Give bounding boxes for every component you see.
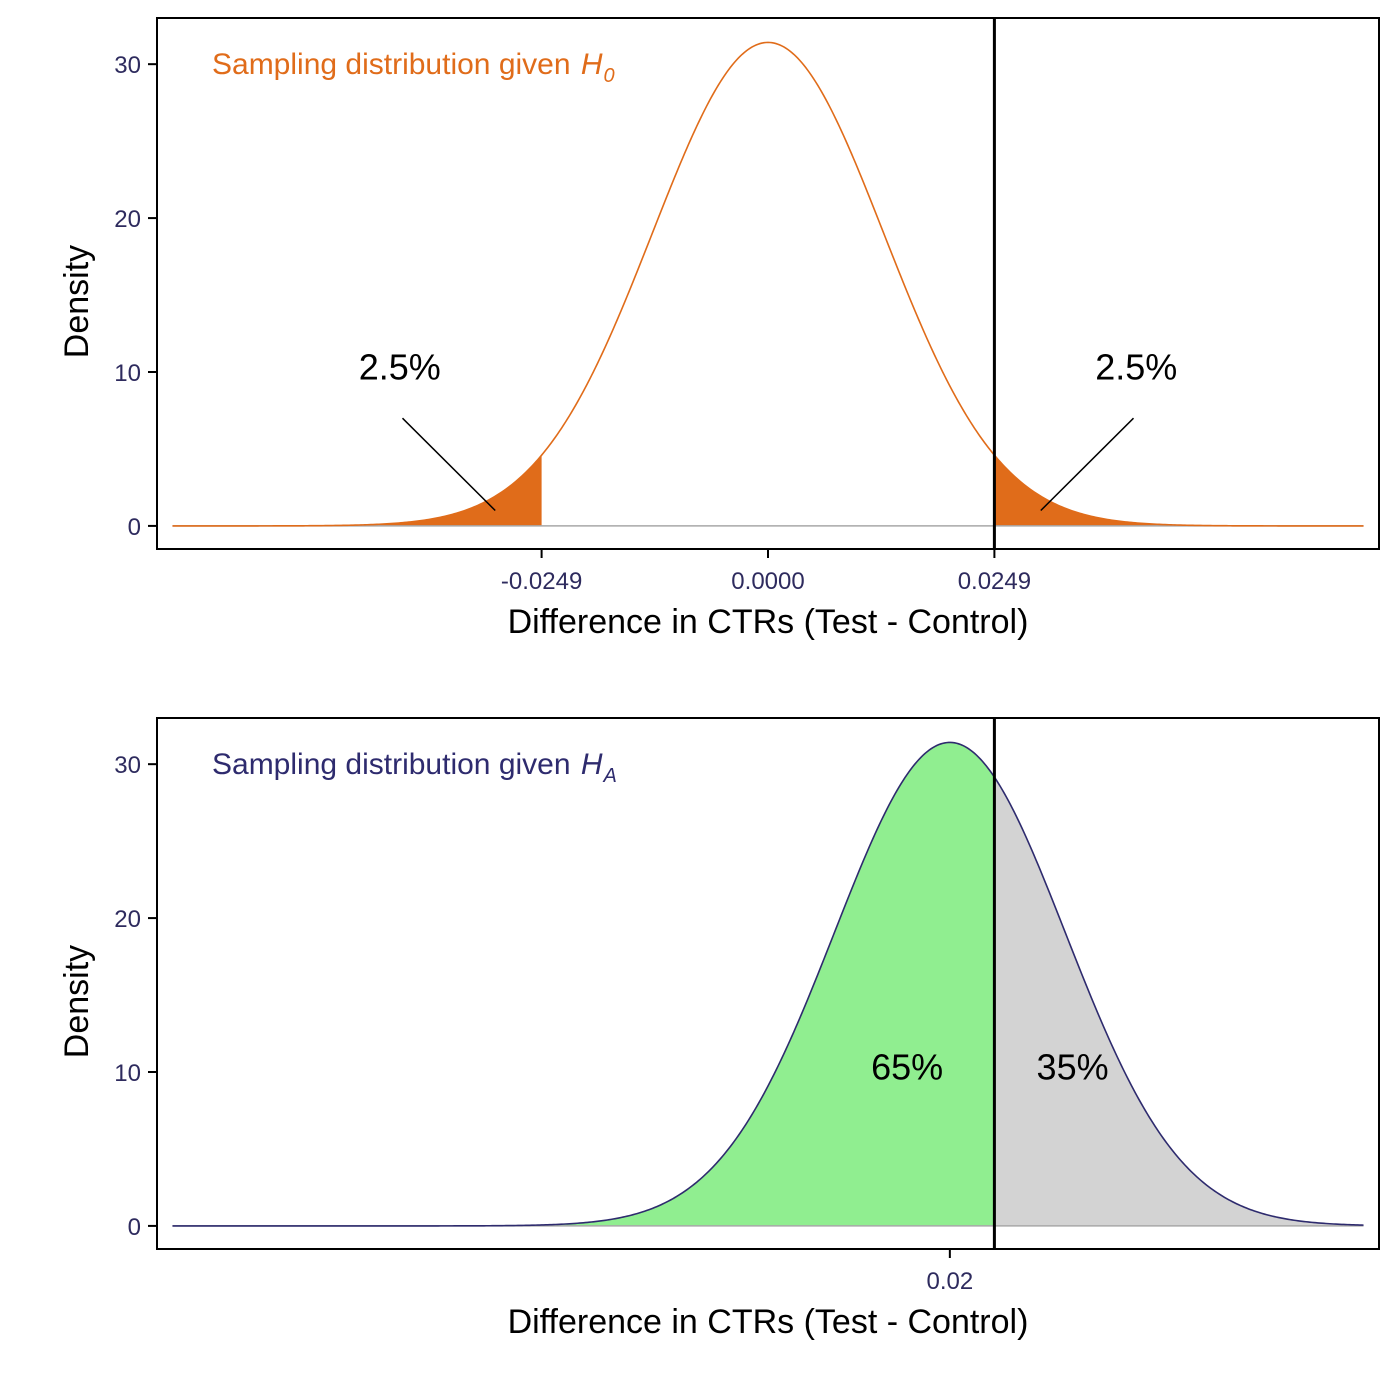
y-tick-label: 0: [128, 514, 141, 541]
x-tick-label: 0.0249: [958, 568, 1031, 595]
plot-frame: [156, 717, 1380, 1250]
distribution-label: Sampling distribution given H0: [212, 48, 615, 87]
right-tail-shaded-area: [994, 455, 1364, 526]
y-axis-title: Density: [58, 245, 96, 358]
null-hypothesis-panel: 0 10 20 30 -0.0249 0.0000 0.0249 Difference i…: [58, 17, 1380, 641]
x-axis-title: Difference in CTRs (Test - Control): [508, 1303, 1029, 1341]
miss-percent-label: 35%: [1037, 1047, 1109, 1088]
x-axis: -0.0249 0.0000 0.0249: [501, 549, 1031, 595]
x-axis: 0.02: [926, 1249, 973, 1295]
hypothesis-subscript: A: [603, 765, 617, 787]
x-tick-label: -0.0249: [501, 568, 582, 595]
y-tick-label: 30: [114, 52, 141, 79]
left-tail-percent-label: 2.5%: [359, 347, 441, 388]
y-tick-label: 10: [114, 360, 141, 387]
alternative-density-curve: [172, 741, 1364, 1227]
annotations: 2.5% 2.5%: [359, 347, 1177, 512]
y-axis-title: Density: [58, 945, 96, 1058]
distribution-label: Sampling distribution given HA: [212, 748, 617, 787]
y-axis: 0 10 20 30: [114, 752, 157, 1241]
power-shaded-area: [172, 742, 995, 1226]
y-axis: 0 10 20 30: [114, 52, 157, 541]
miss-shaded-area: [994, 777, 1364, 1226]
power-percent-label: 65%: [871, 1047, 943, 1088]
x-tick-label: 0.0000: [731, 568, 804, 595]
y-tick-label: 20: [114, 206, 141, 233]
y-tick-label: 20: [114, 906, 141, 933]
distribution-label-text: Sampling distribution given: [212, 48, 579, 81]
right-tail-percent-label: 2.5%: [1095, 347, 1177, 388]
distribution-label-text: Sampling distribution given: [212, 748, 579, 781]
hypothesis-symbol: H: [581, 748, 603, 781]
y-tick-label: 0: [128, 1214, 141, 1241]
y-tick-label: 10: [114, 1060, 141, 1087]
plot-frame: [156, 17, 1380, 550]
annotations: 65% 35%: [871, 1047, 1109, 1088]
x-axis-title: Difference in CTRs (Test - Control): [508, 603, 1029, 641]
x-tick-label: 0.02: [926, 1268, 973, 1295]
y-tick-label: 30: [114, 752, 141, 779]
alternative-hypothesis-panel: 0 10 20 30 0.02 Difference in CTRs (Test - …: [58, 717, 1380, 1341]
hypothesis-subscript: 0: [604, 65, 615, 87]
null-density-curve: [172, 41, 1364, 527]
hypothesis-symbol: H: [581, 48, 603, 81]
annotation-pointer-left: [401, 417, 496, 512]
annotation-pointer-right: [1040, 417, 1135, 512]
left-tail-shaded-area: [172, 455, 542, 526]
